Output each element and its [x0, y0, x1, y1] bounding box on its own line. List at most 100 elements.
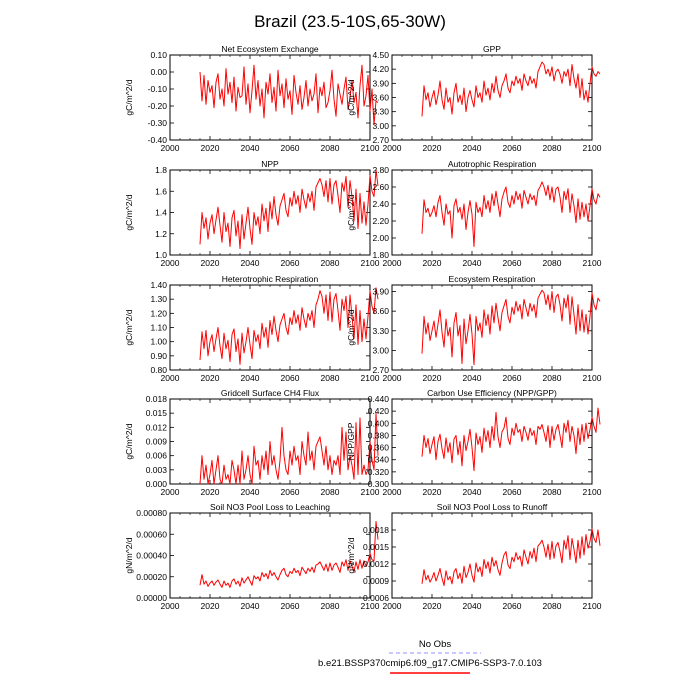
- series-line: [199, 169, 379, 250]
- x-tick-label: 2060: [281, 373, 300, 383]
- series-line: [421, 528, 601, 587]
- x-tick-label: 2000: [161, 601, 180, 611]
- x-tick-label: 2020: [423, 373, 442, 383]
- x-tick-label: 2080: [543, 258, 562, 268]
- panel-title: GPP: [483, 44, 501, 54]
- y-tick-label: 2.40: [372, 199, 389, 209]
- x-tick-label: 2080: [543, 487, 562, 497]
- panel-title: Soil NO3 Pool Loss to Runoff: [437, 502, 548, 512]
- y-tick-label: 0.006: [146, 451, 168, 461]
- x-tick-label: 2060: [281, 487, 300, 497]
- x-tick-label: 2060: [503, 601, 522, 611]
- y-tick-label: 0.380: [368, 430, 390, 440]
- y-tick-label: 1.2: [155, 229, 167, 239]
- y-tick-label: 0.00000: [136, 593, 167, 603]
- plot-frame: [169, 54, 371, 141]
- x-tick-label: 2000: [383, 143, 402, 153]
- y-tick-label: 0.80: [150, 365, 167, 375]
- chart-panel-5: Ecosystem Respiration 2000 2020 2040 2060 208…: [346, 274, 602, 383]
- y-tick-label: 0.10: [150, 50, 167, 60]
- x-tick-label: 2000: [383, 373, 402, 383]
- y-axis-label: gN/m^2/d: [346, 537, 356, 573]
- x-tick-label: 2100: [361, 143, 380, 153]
- y-tick-label: 3.30: [372, 326, 389, 336]
- x-tick-label: 2100: [361, 373, 380, 383]
- legend: No Obs b.e21.BSSP370cmip6.f09_g17.CMIP6-…: [318, 639, 542, 674]
- x-tick-label: 2060: [281, 143, 300, 153]
- x-tick-label: 2040: [463, 487, 482, 497]
- panels: Net Ecosystem Exchange 2000 2020 2040 2060 20…: [124, 44, 602, 611]
- y-tick-label: 3.00: [372, 345, 389, 355]
- y-tick-label: 0.003: [146, 465, 168, 475]
- series-line: [199, 64, 379, 126]
- y-tick-label: 2.00: [372, 233, 389, 243]
- y-tick-label: 1.4: [155, 208, 167, 218]
- series-line: [199, 287, 379, 365]
- y-tick-label: -0.20: [148, 101, 168, 111]
- series-line: [199, 412, 379, 485]
- x-tick-label: 2020: [423, 487, 442, 497]
- plot-frame: [391, 512, 593, 599]
- y-tick-label: 0.0009: [363, 576, 389, 586]
- panel-title: Ecosystem Respiration: [449, 274, 536, 284]
- y-axis-label: gC/m^2/d: [124, 194, 134, 230]
- panel-title: Gridcell Surface CH4 Flux: [221, 388, 320, 398]
- y-axis-label: gC/m^2/d: [346, 79, 356, 115]
- y-tick-label: 0.00: [150, 67, 167, 77]
- x-tick-label: 2060: [281, 258, 300, 268]
- x-tick-label: 2020: [201, 487, 220, 497]
- x-tick-label: 2100: [583, 258, 602, 268]
- y-axis-label: gC/m^2/d: [124, 309, 134, 345]
- y-tick-label: 3.00: [372, 121, 389, 131]
- x-tick-label: 2040: [241, 373, 260, 383]
- y-tick-label: 0.90: [150, 351, 167, 361]
- x-tick-label: 2020: [201, 143, 220, 153]
- y-tick-label: 3.90: [372, 287, 389, 297]
- x-tick-label: 2040: [241, 487, 260, 497]
- chart-panel-9: Soil NO3 Pool Loss to Runoff 2000 2020 2040…: [346, 502, 602, 611]
- x-tick-label: 2080: [321, 258, 340, 268]
- y-tick-label: -0.40: [148, 135, 168, 145]
- x-tick-label: 2020: [423, 143, 442, 153]
- x-tick-label: 2100: [361, 258, 380, 268]
- x-tick-label: 2100: [583, 373, 602, 383]
- x-tick-label: 2040: [463, 373, 482, 383]
- x-tick-label: 2000: [161, 258, 180, 268]
- y-axis-label: gC/m^2/d: [346, 194, 356, 230]
- y-tick-label: 1.00: [150, 337, 167, 347]
- x-tick-label: 2000: [161, 487, 180, 497]
- chart-panel-6: Gridcell Surface CH4 Flux 2000 2020 2040 206…: [124, 388, 380, 497]
- panel-title: Autotrophic Respiration: [448, 159, 537, 169]
- plot-frame: [391, 54, 593, 141]
- legend-label-model: b.e21.BSSP370cmip6.f09_g17.CMIP6-SSP3-7.…: [318, 658, 542, 669]
- y-tick-label: 0.015: [146, 408, 168, 418]
- x-tick-label: 2060: [503, 143, 522, 153]
- y-axis-label: gC/m^2/d: [124, 79, 134, 115]
- x-tick-label: 2000: [383, 258, 402, 268]
- y-tick-label: -0.30: [148, 118, 168, 128]
- y-tick-label: 1.10: [150, 323, 167, 333]
- panel-title: Carbon Use Efficiency (NPP/GPP): [427, 388, 557, 398]
- series-line: [421, 181, 601, 247]
- x-tick-label: 2040: [463, 258, 482, 268]
- y-tick-label: 0.009: [146, 437, 168, 447]
- x-tick-label: 2020: [423, 258, 442, 268]
- y-axis-label: gN/m^2/d: [124, 537, 134, 573]
- y-tick-label: 0.400: [368, 418, 390, 428]
- y-tick-label: 1.40: [150, 280, 167, 290]
- x-tick-label: 2000: [161, 143, 180, 153]
- series-line: [199, 521, 379, 588]
- y-tick-label: 3.90: [372, 78, 389, 88]
- y-tick-label: 2.20: [372, 216, 389, 226]
- y-tick-label: 0.00040: [136, 551, 167, 561]
- y-tick-label: 3.60: [372, 93, 389, 103]
- y-tick-label: 0.420: [368, 406, 390, 416]
- x-tick-label: 2020: [201, 601, 220, 611]
- x-tick-label: 2060: [281, 601, 300, 611]
- panel-title: Soil NO3 Pool Loss to Leaching: [210, 502, 330, 512]
- y-tick-label: 2.70: [372, 365, 389, 375]
- y-tick-label: 0.360: [368, 443, 390, 453]
- y-tick-label: 2.80: [372, 165, 389, 175]
- series-line: [421, 407, 601, 472]
- x-tick-label: 2080: [321, 373, 340, 383]
